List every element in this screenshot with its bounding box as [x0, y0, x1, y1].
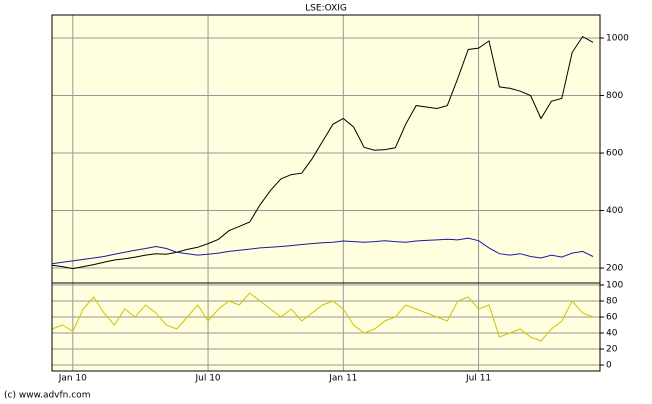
- plot-area: [52, 283, 600, 371]
- plot-area: [52, 15, 600, 283]
- y-tick-label: 800: [606, 91, 623, 101]
- chart-title: LSE:OXIG: [305, 4, 347, 14]
- y-tick-label: 200: [606, 264, 623, 274]
- series-line: [51, 237, 594, 265]
- y-tick-label: 80: [606, 297, 618, 307]
- x-tick-label: Jan 11: [328, 374, 357, 384]
- y-tick-label: 60: [606, 313, 618, 323]
- y-tick-label: 1000: [606, 34, 629, 44]
- x-tick-label: Jul 10: [194, 374, 220, 384]
- y-tick-label: 100: [606, 281, 623, 291]
- series-line: [51, 35, 594, 270]
- y-tick-label: 600: [606, 149, 623, 159]
- footer: (c) www.advfn.com: [4, 391, 90, 401]
- y-tick-label: 40: [606, 329, 618, 339]
- plot-border: [51, 282, 601, 372]
- y-tick-label: 0: [606, 361, 612, 371]
- y-tick-label: 20: [606, 345, 618, 355]
- series-line: [51, 292, 594, 342]
- y-tick-label: 400: [606, 206, 623, 216]
- x-tick-label: Jul 11: [465, 374, 491, 384]
- x-tick-label: Jan 10: [58, 374, 87, 384]
